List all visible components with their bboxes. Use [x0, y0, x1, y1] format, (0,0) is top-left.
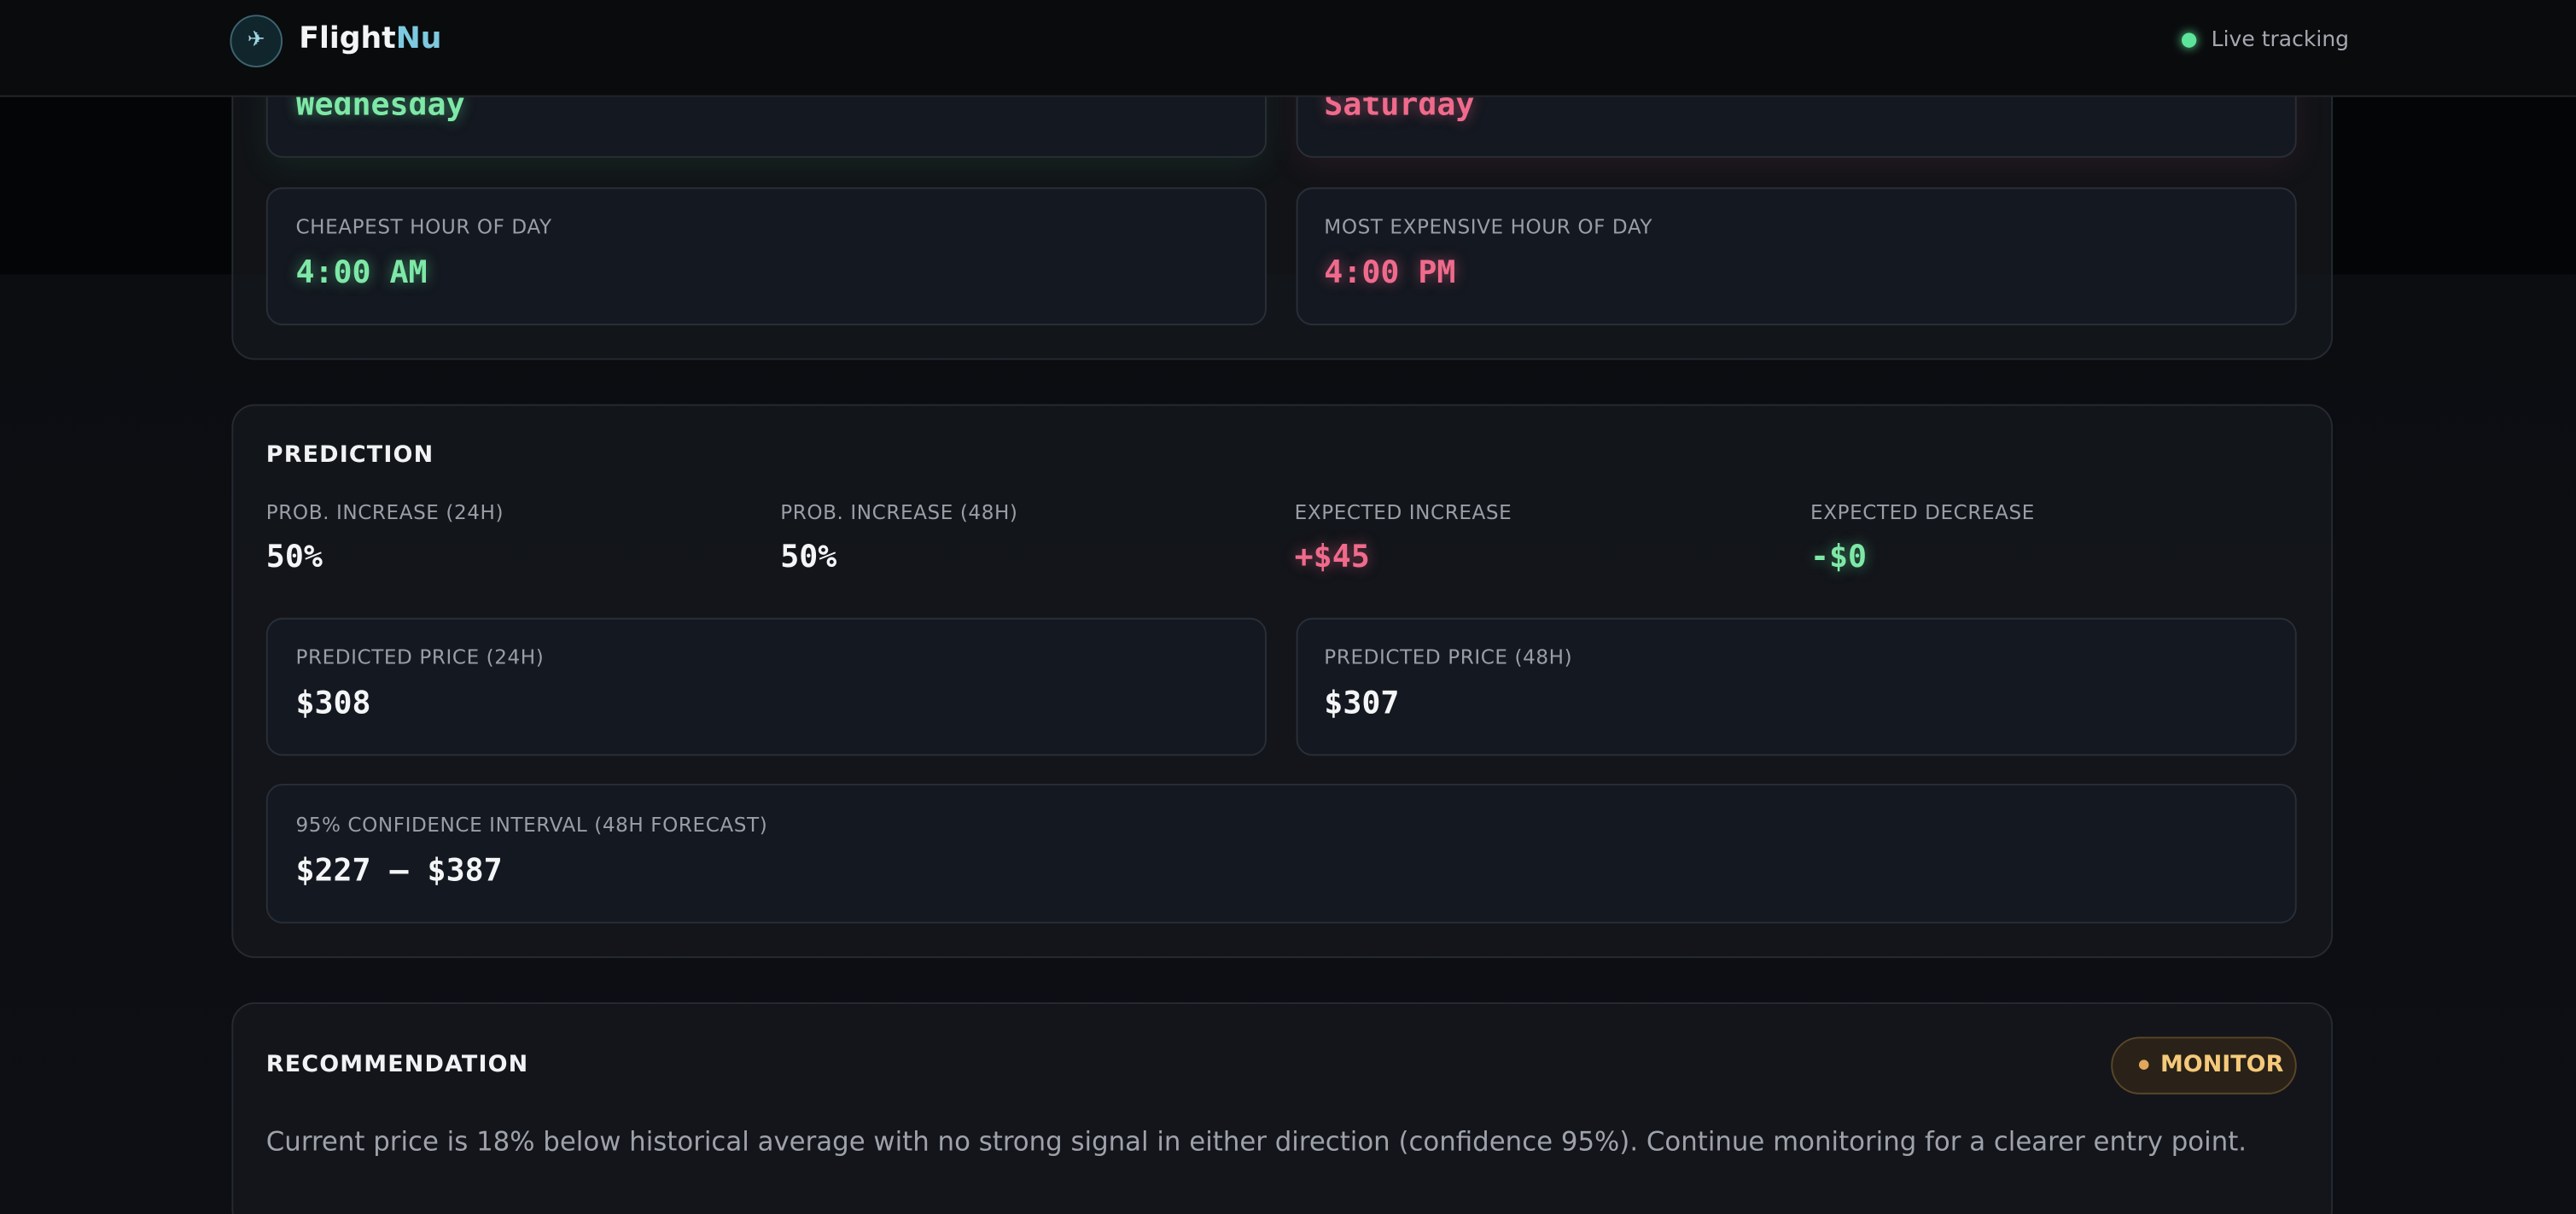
recommendation-card [231, 1002, 2334, 1214]
recommendation-text: Current price is 18% below historical av… [265, 1125, 2247, 1157]
confidence-value: $227 – $387 [295, 852, 503, 890]
navbar [0, 0, 2576, 97]
confidence-card [265, 784, 2297, 924]
stat-label: PROB. INCREASE (24H) [265, 501, 504, 524]
predicted-value: $308 [295, 685, 371, 721]
badge-dot [2138, 1059, 2149, 1070]
expensive-hour-label: MOST EXPENSIVE HOUR OF DAY [1324, 215, 1653, 239]
stat-value: 50% [265, 539, 323, 575]
stat-value: -$0 [1810, 539, 1868, 575]
logo[interactable]: ✈ [230, 15, 283, 67]
brand[interactable]: FlightNu [299, 21, 441, 55]
cheapest-hour-card [265, 187, 1267, 326]
stat-label: EXPECTED DECREASE [1810, 501, 2035, 524]
brand-name: Flight [299, 21, 396, 56]
live-status: Live tracking [2211, 27, 2350, 53]
predicted-label: PREDICTED PRICE (24H) [295, 645, 545, 669]
confidence-label: 95% CONFIDENCE INTERVAL (48H FORECAST) [295, 813, 768, 837]
stat-label: PROB. INCREASE (48H) [780, 501, 1018, 524]
brand-accent: Nu [395, 21, 442, 56]
prediction-title: PREDICTION [265, 441, 434, 469]
predicted-value: $307 [1324, 685, 1400, 721]
stat-label: EXPECTED INCREASE [1294, 501, 1512, 524]
cheapest-hour-label: CHEAPEST HOUR OF DAY [295, 215, 552, 239]
predicted-card [1296, 617, 2297, 756]
expensive-hour-value: 4:00 PM [1324, 254, 1456, 291]
recommendation-title: RECOMMENDATION [265, 1051, 529, 1078]
expensive-hour-card [1296, 187, 2297, 326]
stat-value: +$45 [1294, 539, 1370, 575]
stat-value: 50% [780, 539, 837, 575]
predicted-card [265, 617, 1267, 756]
predicted-label: PREDICTED PRICE (48H) [1324, 645, 1573, 669]
live-indicator [2182, 32, 2197, 48]
cheapest-hour-value: 4:00 AM [295, 254, 428, 291]
